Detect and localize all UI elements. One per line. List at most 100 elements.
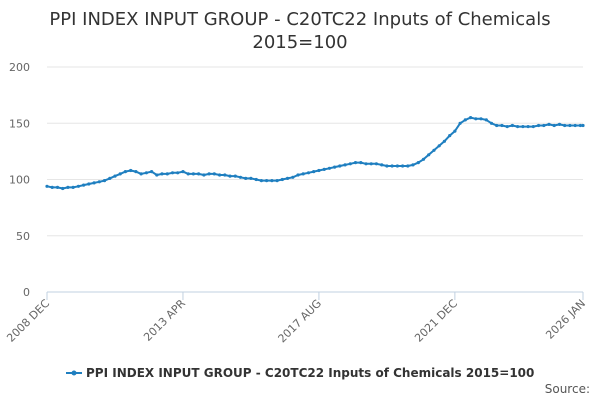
data-point[interactable] <box>123 170 127 174</box>
data-point[interactable] <box>280 177 284 182</box>
data-point[interactable] <box>432 148 436 152</box>
data-point[interactable] <box>249 176 253 180</box>
data-point[interactable] <box>71 185 75 189</box>
data-point[interactable] <box>385 164 389 168</box>
data-point[interactable] <box>228 174 232 178</box>
data-point[interactable] <box>218 173 222 177</box>
data-point[interactable] <box>573 123 577 128</box>
data-point[interactable] <box>578 123 583 128</box>
data-point[interactable] <box>160 172 164 176</box>
data-point[interactable] <box>265 179 269 183</box>
data-point[interactable] <box>484 118 488 122</box>
data-point[interactable] <box>296 173 300 177</box>
data-point[interactable] <box>442 139 446 143</box>
data-point[interactable] <box>516 125 520 129</box>
data-point[interactable] <box>353 161 358 165</box>
data-point[interactable] <box>144 171 148 175</box>
data-point[interactable] <box>254 177 258 182</box>
data-point[interactable] <box>453 129 457 133</box>
data-point[interactable] <box>537 123 541 128</box>
data-point[interactable] <box>581 123 585 128</box>
data-point[interactable] <box>364 162 368 166</box>
data-point[interactable] <box>97 180 101 184</box>
data-point[interactable] <box>568 123 572 128</box>
data-point[interactable] <box>197 172 201 176</box>
data-point[interactable] <box>312 170 316 174</box>
data-point[interactable] <box>563 123 567 128</box>
data-point[interactable] <box>181 170 185 174</box>
data-point[interactable] <box>505 125 509 129</box>
data-point[interactable] <box>479 117 483 121</box>
data-point[interactable] <box>322 167 326 171</box>
data-point[interactable] <box>374 162 378 166</box>
data-point[interactable] <box>421 157 426 161</box>
data-point[interactable] <box>510 123 514 128</box>
data-point[interactable] <box>87 182 91 186</box>
data-point[interactable] <box>212 172 216 176</box>
data-point[interactable] <box>233 174 237 178</box>
data-point[interactable] <box>526 125 530 129</box>
data-point[interactable] <box>291 175 295 179</box>
data-point[interactable] <box>238 175 243 179</box>
data-point[interactable] <box>306 171 311 175</box>
data-point[interactable] <box>542 123 546 128</box>
data-point[interactable] <box>113 174 117 178</box>
data-point[interactable] <box>348 162 352 166</box>
data-point[interactable] <box>176 171 180 175</box>
data-point[interactable] <box>170 171 175 175</box>
data-point[interactable] <box>458 121 462 125</box>
data-point[interactable] <box>401 164 405 168</box>
data-point[interactable] <box>186 172 190 176</box>
data-point[interactable] <box>191 172 195 176</box>
data-point[interactable] <box>369 162 373 166</box>
data-point[interactable] <box>552 123 556 128</box>
data-point[interactable] <box>223 173 227 177</box>
data-point[interactable] <box>500 123 504 128</box>
data-point[interactable] <box>495 123 499 128</box>
data-point[interactable] <box>118 172 122 176</box>
data-point[interactable] <box>547 122 551 126</box>
data-point[interactable] <box>448 134 452 138</box>
data-point[interactable] <box>129 168 133 173</box>
data-point[interactable] <box>275 179 279 183</box>
data-point[interactable] <box>61 186 65 191</box>
data-point[interactable] <box>50 185 54 189</box>
data-point[interactable] <box>259 179 263 183</box>
data-point[interactable] <box>411 163 415 167</box>
data-point[interactable] <box>244 176 248 180</box>
legend[interactable]: PPI INDEX INPUT GROUP - C20TC22 Inputs o… <box>66 366 534 380</box>
data-point[interactable] <box>390 164 394 168</box>
data-point[interactable] <box>202 173 206 177</box>
data-point[interactable] <box>380 163 384 167</box>
data-point[interactable] <box>406 164 410 168</box>
data-point[interactable] <box>66 185 70 189</box>
data-point[interactable] <box>165 172 169 176</box>
data-point[interactable] <box>521 125 525 129</box>
data-point[interactable] <box>474 117 478 121</box>
data-point[interactable] <box>416 161 420 165</box>
data-point[interactable] <box>463 118 467 122</box>
data-point[interactable] <box>134 170 138 174</box>
data-point[interactable] <box>139 172 143 176</box>
data-point[interactable] <box>489 121 494 125</box>
data-point[interactable] <box>437 144 441 148</box>
data-point[interactable] <box>102 179 107 183</box>
data-point[interactable] <box>301 172 305 176</box>
data-point[interactable] <box>359 161 363 165</box>
data-point[interactable] <box>469 116 473 120</box>
data-point[interactable] <box>557 122 562 126</box>
data-point[interactable] <box>82 183 86 187</box>
data-point[interactable] <box>207 172 211 176</box>
data-point[interactable] <box>333 165 337 169</box>
data-point[interactable] <box>531 125 535 129</box>
data-point[interactable] <box>285 176 290 180</box>
data-point[interactable] <box>317 168 321 173</box>
data-point[interactable] <box>155 173 159 177</box>
data-point[interactable] <box>76 184 80 188</box>
data-point[interactable] <box>108 176 112 180</box>
data-point[interactable] <box>327 166 331 170</box>
data-point[interactable] <box>45 184 49 188</box>
data-point[interactable] <box>55 185 60 189</box>
data-point[interactable] <box>338 164 342 168</box>
data-point[interactable] <box>395 164 399 168</box>
